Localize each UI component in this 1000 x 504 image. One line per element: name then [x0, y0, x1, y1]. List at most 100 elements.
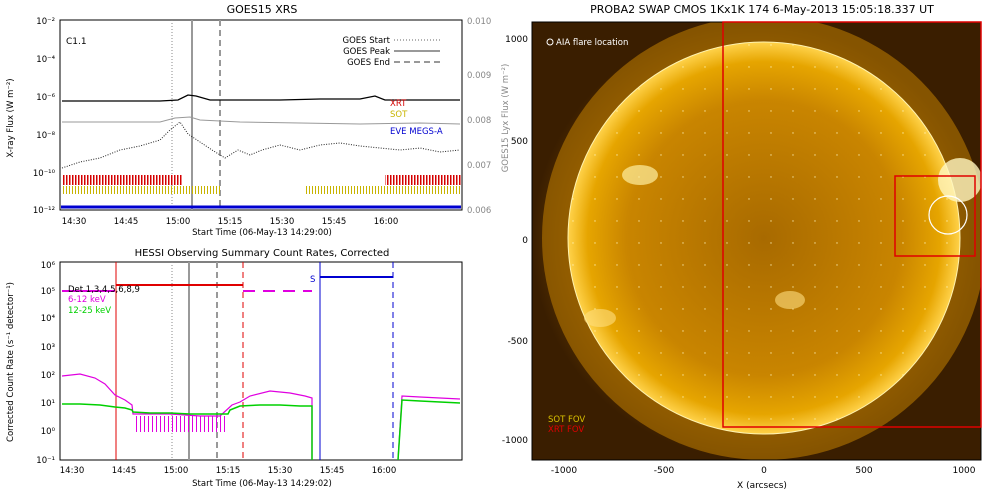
sot-label: SOT	[390, 110, 408, 120]
hessi-ytick-6: 10⁵	[41, 287, 55, 297]
hessi-xtick-4: 15:30	[268, 466, 293, 476]
hessi-ytick-1: 10⁰	[41, 427, 56, 437]
swap-panel: PROBA2 SWAP CMOS 1Kx1K 174 6-May-2013 15…	[502, 3, 982, 491]
swap-ytick-0: 1000	[505, 35, 528, 45]
goes-xtick-4: 15:30	[270, 217, 295, 227]
hessi-x-axis: 14:30 14:45 15:00 15:15 15:30 15:45 16:0…	[60, 466, 397, 476]
goes-ytick-right-3: 0.009	[467, 71, 491, 81]
goes-ytick-left-5: 10⁻²	[36, 17, 55, 27]
goes-ytick-left-2: 10⁻⁸	[36, 131, 55, 141]
swap-xtick-0: -1000	[551, 466, 577, 476]
hessi-xtick-3: 15:15	[216, 466, 241, 476]
goes-xtick-3: 15:15	[218, 217, 243, 227]
hessi-xtick-2: 15:00	[164, 466, 189, 476]
hessi-6-12kev-curve	[61, 373, 313, 460]
hessi-6-12kev-curve-tail	[397, 395, 461, 461]
hessi-xtick-1: 14:45	[112, 466, 137, 476]
hessi-xlabel: Start Time (06-May-13 14:29:02)	[192, 479, 332, 489]
hessi-panel: HESSI Observing Summary Count Rates, Cor…	[6, 248, 463, 489]
active-region-2	[775, 291, 805, 309]
hessi-ytick-2: 10¹	[41, 399, 55, 409]
hessi-legend-6-12kev: 6-12 keV	[68, 295, 106, 305]
goes-long-flux-curve	[62, 94, 460, 102]
goes-plot-frame	[59, 19, 463, 211]
hessi-ytick-3: 10²	[41, 371, 55, 381]
goes-xtick-5: 15:45	[322, 217, 347, 227]
hessi-legend-det: Det 1,3,4,5,6,8,9	[68, 285, 140, 295]
goes-lyx-flux-curve	[62, 116, 461, 125]
xrt-coverage-ticks-1	[62, 175, 182, 185]
swap-legend-aia: AIA flare location	[556, 38, 628, 48]
active-region-3	[584, 309, 616, 327]
hessi-xtick-5: 15:45	[320, 466, 345, 476]
goes-left-axis: 10⁻¹² 10⁻¹⁰ 10⁻⁸ 10⁻⁶ 10⁻⁴ 10⁻²	[33, 17, 56, 216]
goes-ytick-right-0: 0.006	[467, 206, 491, 216]
hessi-ylabel: Corrected Count Rate (s⁻¹ detector⁻¹)	[6, 282, 16, 442]
sot-fov-box	[894, 175, 976, 257]
xrt-label: XRT	[390, 99, 407, 109]
goes-ytick-left-4: 10⁻⁴	[36, 55, 55, 65]
hessi-y-axis: 10⁻¹ 10⁰ 10¹ 10² 10³ 10⁴ 10⁵ 10⁶	[36, 261, 55, 466]
goes-ytick-left-3: 10⁻⁶	[36, 93, 55, 103]
goes-short-flux-curve	[61, 121, 461, 169]
goes-xtick-6: 16:00	[374, 217, 399, 227]
hessi-ytick-4: 10³	[41, 343, 55, 353]
xrt-coverage-ticks-2	[385, 175, 461, 185]
sot-coverage-ticks-1	[62, 186, 222, 194]
goes-legend: GOES Start GOES Peak GOES End	[342, 36, 440, 68]
hessi-12-25kev-curve-tail	[397, 399, 461, 461]
sot-coverage-ticks-2	[304, 186, 461, 194]
swap-legend-xrt: XRT FOV	[548, 425, 584, 435]
legend-goes-end: GOES End	[347, 58, 390, 68]
active-region-1	[622, 165, 658, 185]
swap-ytick-1: 500	[511, 137, 528, 147]
swap-x-axis: -1000 -500 0 500 1000	[551, 466, 976, 476]
hessi-xtick-0: 14:30	[60, 466, 85, 476]
goes-xtick-2: 15:00	[166, 217, 191, 227]
hessi-plot-frame	[59, 261, 463, 461]
goes-xlabel: Start Time (06-May-13 14:29:00)	[192, 228, 332, 238]
goes-ytick-left-0: 10⁻¹²	[33, 206, 55, 216]
active-region-flare	[938, 158, 981, 202]
goes-xtick-1: 14:45	[114, 217, 139, 227]
heliographic-grid	[568, 42, 960, 434]
goes-x-axis: 14:30 14:45 15:00 15:15 15:30 15:45 16:0…	[62, 217, 399, 227]
goes-ylabel-left: X-ray Flux (W m⁻²)	[6, 78, 16, 157]
goes-right-axis: 0.006 0.007 0.008 0.009 0.010	[467, 17, 491, 216]
goes-panel: GOES15 XRS C1.1 GOES Start GOES Peak GOE…	[6, 3, 511, 238]
swap-title: PROBA2 SWAP CMOS 1Kx1K 174 6-May-2013 15…	[590, 3, 934, 16]
swap-xtick-3: 500	[855, 466, 872, 476]
swap-xtick-4: 1000	[953, 466, 976, 476]
aia-legend-marker	[546, 38, 554, 46]
hessi-legend-12-25kev: 12-25 keV	[68, 306, 111, 316]
legend-goes-peak: GOES Peak	[343, 47, 390, 57]
swap-legend-sot: SOT FOV	[548, 415, 585, 425]
hessi-title: HESSI Observing Summary Count Rates, Cor…	[135, 248, 390, 259]
eve-label: EVE MEGS-A	[390, 127, 443, 137]
hessi-s-marker: S	[310, 275, 315, 285]
swap-ytick-3: -500	[508, 337, 529, 347]
swap-ytick-4: -1000	[502, 436, 528, 446]
hessi-xtick-6: 16:00	[372, 466, 397, 476]
aia-flare-location-circle	[928, 195, 968, 235]
goes-ytick-right-2: 0.008	[467, 116, 491, 126]
hessi-low-count-ticks	[135, 416, 225, 432]
solar-limb	[567, 41, 961, 435]
goes-ytick-right-1: 0.007	[467, 161, 491, 171]
swap-ytick-2: 0	[522, 236, 528, 246]
goes-ytick-right-4: 0.010	[467, 17, 491, 27]
xrt-fov-box	[722, 21, 982, 428]
hessi-ytick-5: 10⁴	[41, 314, 56, 324]
goes-ytick-left-1: 10⁻¹⁰	[33, 169, 56, 179]
swap-xtick-1: -500	[654, 466, 675, 476]
goes-ylabel-right: GOES15 Lyx Flux (W m⁻²)	[501, 64, 511, 173]
hessi-ytick-0: 10⁻¹	[36, 456, 55, 466]
swap-xlabel: X (arcsecs)	[737, 481, 787, 491]
goes-xtick-0: 14:30	[62, 217, 87, 227]
goes-class-label: C1.1	[66, 37, 87, 47]
legend-goes-start: GOES Start	[342, 36, 390, 46]
goes-title: GOES15 XRS	[227, 3, 298, 16]
hessi-12-25kev-curve	[62, 403, 313, 460]
swap-y-axis: 1000 500 0 -500 -1000	[502, 35, 528, 446]
